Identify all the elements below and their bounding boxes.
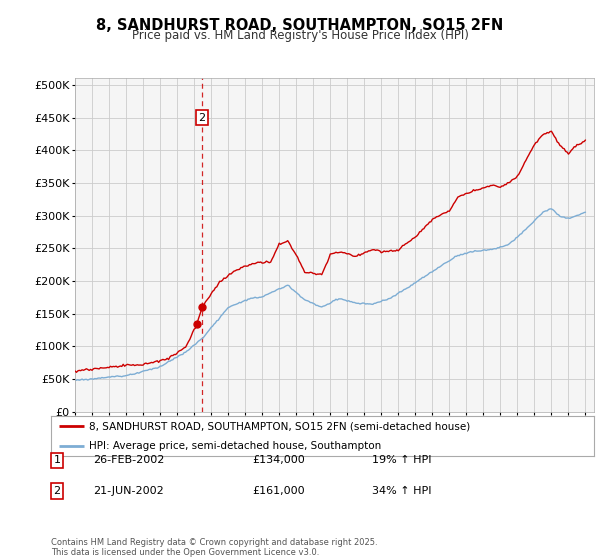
Text: Contains HM Land Registry data © Crown copyright and database right 2025.
This d: Contains HM Land Registry data © Crown c… [51,538,377,557]
Text: 19% ↑ HPI: 19% ↑ HPI [372,455,431,465]
Text: Price paid vs. HM Land Registry's House Price Index (HPI): Price paid vs. HM Land Registry's House … [131,29,469,42]
Text: 34% ↑ HPI: 34% ↑ HPI [372,486,431,496]
Text: 8, SANDHURST ROAD, SOUTHAMPTON, SO15 2FN (semi-detached house): 8, SANDHURST ROAD, SOUTHAMPTON, SO15 2FN… [89,421,470,431]
Text: HPI: Average price, semi-detached house, Southampton: HPI: Average price, semi-detached house,… [89,441,381,451]
Text: 21-JUN-2002: 21-JUN-2002 [93,486,164,496]
Text: 2: 2 [53,486,61,496]
Text: £134,000: £134,000 [252,455,305,465]
Text: £161,000: £161,000 [252,486,305,496]
Text: 2: 2 [199,113,206,123]
Text: 8, SANDHURST ROAD, SOUTHAMPTON, SO15 2FN: 8, SANDHURST ROAD, SOUTHAMPTON, SO15 2FN [97,18,503,33]
Text: 1: 1 [53,455,61,465]
Text: 26-FEB-2002: 26-FEB-2002 [93,455,164,465]
